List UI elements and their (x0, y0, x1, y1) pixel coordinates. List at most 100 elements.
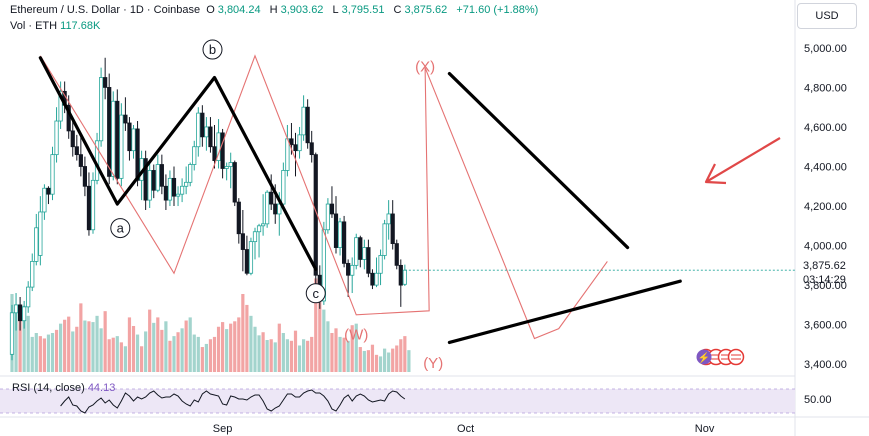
volume-bar (221, 322, 225, 372)
rsi-line (60, 389, 406, 414)
candle-up (402, 269, 407, 285)
volume-bar (383, 348, 387, 372)
candles (9, 57, 407, 361)
rsi-pane: 50.00 (0, 388, 832, 414)
candle-down (240, 233, 245, 250)
volume-bar (366, 350, 370, 372)
candle-down (289, 138, 294, 146)
candle-up (204, 126, 209, 138)
candle-down (394, 243, 399, 266)
candle-up (119, 114, 124, 179)
volume-legend[interactable]: Vol · ETH 117.68K (10, 20, 100, 32)
low-value: 3,795.51 (341, 4, 385, 16)
wave-label-a: a (117, 221, 125, 236)
volume-bar (326, 321, 330, 372)
candle-up (30, 260, 35, 288)
candle-down (333, 213, 339, 248)
candle-up (301, 106, 306, 136)
candle-up (265, 191, 270, 225)
candle-down (346, 262, 351, 276)
volume-bar (338, 336, 342, 372)
candle-up (34, 227, 39, 262)
volume-bar (30, 336, 34, 372)
volume-bar (249, 315, 253, 372)
volume-bar (318, 290, 322, 372)
volume-bar (395, 345, 399, 372)
candle-up (13, 304, 19, 314)
candle-up (382, 223, 387, 256)
volume-bar (265, 340, 269, 372)
wave-circle-a (110, 218, 131, 239)
volume-bar (188, 317, 192, 372)
candle-up (297, 134, 302, 152)
volume-bar (156, 317, 160, 372)
price-badge-value: 3,875.62 (803, 260, 846, 272)
candle-down (82, 166, 87, 187)
drawing-lines (38, 54, 682, 345)
volume-bar (18, 308, 22, 372)
trend-line (447, 71, 630, 250)
candle-down (159, 164, 164, 187)
candle-up (188, 164, 193, 183)
volume-bar (346, 340, 350, 372)
candle-up (260, 223, 266, 227)
y-tick-label: 5,000.00 (804, 43, 847, 55)
volume-bar (91, 322, 95, 372)
candle-up (175, 193, 181, 197)
volume-bar (407, 350, 411, 372)
candle-up (184, 181, 189, 187)
candle-down (103, 77, 108, 88)
y-tick-label: 3,600.00 (804, 320, 847, 332)
candle-down (398, 264, 403, 286)
wave-label-c: c (313, 286, 320, 301)
volume-bar (378, 356, 383, 372)
rsi-label: RSI (14, close) (12, 382, 85, 394)
volume-bar (54, 329, 59, 372)
open-value: 3,804.24 (217, 4, 261, 16)
volume-bar (26, 315, 30, 372)
volume-bar (225, 329, 229, 372)
candle-up (228, 162, 233, 167)
volume-bar (200, 347, 204, 372)
low-label: L (332, 4, 339, 16)
wave-circle-b (202, 39, 223, 60)
volume-bar (334, 328, 338, 372)
volume-bar (399, 339, 403, 372)
volume-bar (241, 294, 245, 372)
volume-bar (387, 352, 391, 372)
volume-bar (314, 278, 318, 372)
candle-up (354, 237, 359, 266)
trend-line (447, 279, 682, 345)
rsi-legend[interactable]: RSI (14, close) 44.13 (12, 382, 115, 394)
currency-button[interactable]: USD (797, 3, 857, 29)
candle-down (107, 87, 112, 177)
volume-bar (354, 323, 358, 372)
volume-bar (237, 317, 241, 372)
rsi-axis-label: 50.00 (804, 394, 832, 406)
candle-up (281, 170, 286, 205)
candle-up (374, 272, 379, 286)
close-label: C (393, 4, 402, 16)
volume-bar (257, 335, 261, 372)
volume-bar (273, 342, 277, 372)
candle-down (370, 272, 375, 286)
candle-down (220, 132, 225, 169)
candle-down (236, 201, 241, 235)
candle-up (38, 211, 43, 256)
wave-label: (Y) (423, 355, 443, 372)
candle-up (350, 264, 355, 276)
volume-bar (253, 326, 257, 372)
candle-down (74, 146, 79, 156)
candle-down (151, 170, 156, 191)
volume-bar (67, 316, 71, 372)
volume-bar (229, 323, 233, 372)
volume-bar (115, 336, 119, 372)
candle-up (155, 164, 160, 191)
volume-bar (216, 326, 221, 372)
y-tick-label: 4,000.00 (804, 241, 847, 253)
symbol-title[interactable]: Ethereum / U.S. Dollar · 1D · Coinbase (10, 4, 201, 16)
candle-up (362, 247, 367, 260)
volume-bar (95, 315, 99, 372)
wave-circle-c (305, 283, 326, 304)
